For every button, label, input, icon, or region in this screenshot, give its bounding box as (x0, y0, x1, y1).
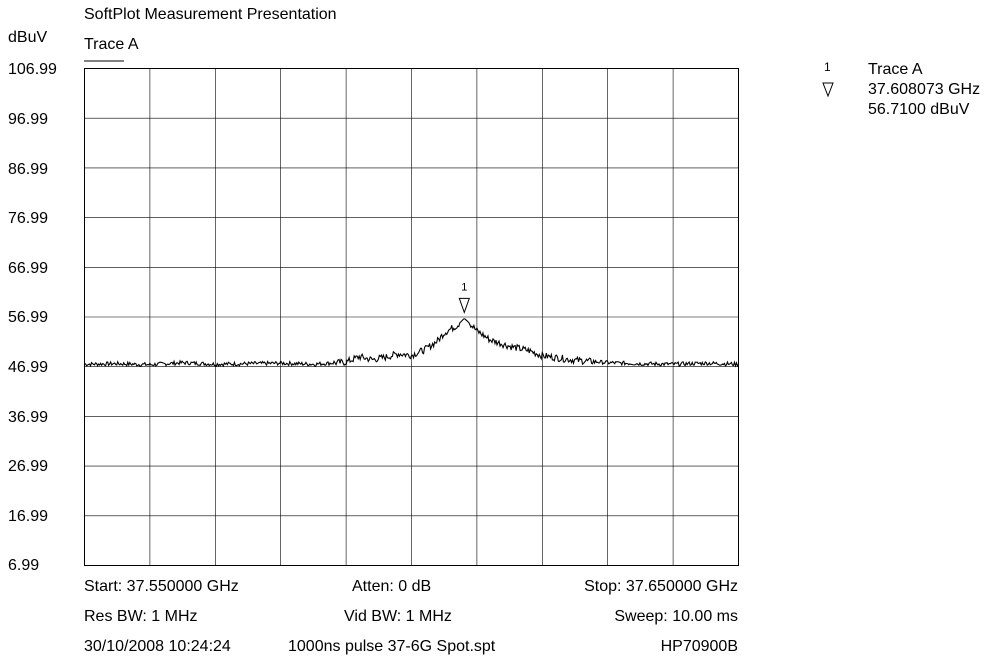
y-tick-label: 16.99 (8, 508, 49, 525)
instrument-model: HP70900B (660, 638, 738, 655)
y-tick-label: 56.99 (8, 309, 49, 326)
plot-frame (84, 68, 739, 566)
timestamp: 30/10/2008 10:24:24 (84, 638, 231, 655)
y-tick-label: 46.99 (8, 359, 49, 376)
marker-triangle-icon (822, 82, 834, 98)
file-name: 1000ns pulse 37-6G Spot.spt (288, 638, 496, 655)
y-unit-label: dBuV (8, 29, 48, 46)
marker-readout-panel: 1 Trace A 37.608073 GHz 56.7100 dBuV (822, 60, 1008, 120)
attenuation: Atten: 0 dB (352, 578, 432, 595)
y-tick-label: 86.99 (8, 161, 49, 178)
marker-readout-level: 56.7100 dBuV (868, 101, 970, 118)
plot-grid (84, 68, 739, 566)
marker-1[interactable]: 1 (458, 281, 471, 314)
y-tick-label: 26.99 (8, 458, 49, 475)
y-tick-label: 76.99 (8, 210, 49, 227)
y-tick-label: 106.99 (8, 61, 57, 78)
trace-a-line (84, 318, 739, 368)
trace-label: Trace A (84, 36, 139, 53)
start-frequency: Start: 37.550000 GHz (84, 578, 239, 595)
marker-readout-frequency: 37.608073 GHz (868, 81, 981, 98)
y-tick-label: 96.99 (8, 111, 49, 128)
y-tick-label: 66.99 (8, 260, 49, 277)
marker-triangle-icon (458, 297, 471, 314)
y-tick-label: 6.99 (8, 557, 40, 574)
marker-number: 1 (461, 281, 467, 293)
stop-frequency: Stop: 37.650000 GHz (584, 578, 738, 595)
marker-readout-number: 1 (824, 60, 831, 74)
sweep-time: Sweep: 10.00 ms (614, 608, 738, 625)
marker-readout-trace: Trace A (868, 61, 923, 78)
app-title: SoftPlot Measurement Presentation (84, 6, 337, 23)
video-bandwidth: Vid BW: 1 MHz (344, 608, 452, 625)
y-tick-label: 36.99 (8, 409, 49, 426)
resolution-bandwidth: Res BW: 1 MHz (84, 608, 198, 625)
